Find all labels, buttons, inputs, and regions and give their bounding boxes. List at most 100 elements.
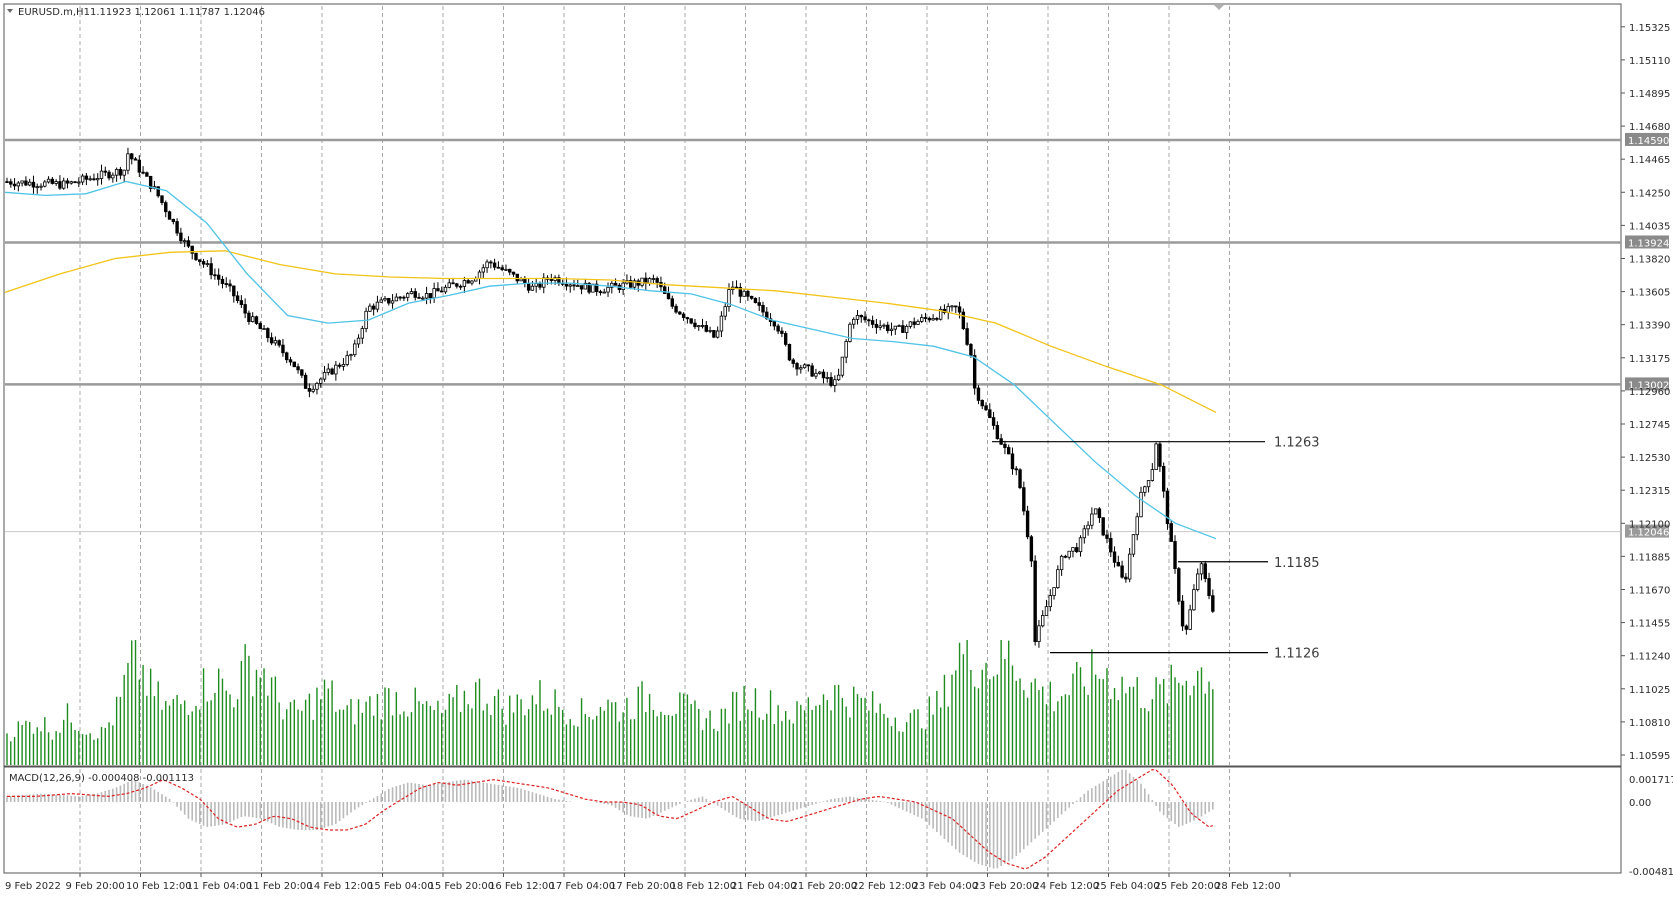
- price-tick-label: 1.14895: [1629, 89, 1670, 100]
- candle-body: [477, 271, 482, 280]
- candle-body: [201, 261, 206, 265]
- candle-body: [818, 371, 822, 374]
- candle-body: [1033, 560, 1037, 642]
- time-tick-label: 17 Feb 20:00: [610, 881, 676, 892]
- candle-body: [398, 296, 402, 299]
- candle-body: [186, 240, 191, 247]
- candle-body: [1203, 563, 1207, 579]
- header-dropdown-icon[interactable]: [7, 9, 13, 13]
- candle-body: [708, 330, 712, 332]
- candle-body: [810, 365, 814, 377]
- chart-symbol: EURUSD.m,H1: [18, 7, 90, 18]
- candle-body: [500, 267, 504, 271]
- candle-body: [285, 352, 289, 361]
- candle-body: [319, 378, 323, 384]
- level-badge-label: 1.13924: [1628, 238, 1669, 249]
- candle-body: [855, 314, 860, 320]
- time-tick-label: 24 Feb 12:00: [1034, 881, 1100, 892]
- candle-body: [424, 293, 429, 299]
- candle-body: [92, 178, 96, 181]
- level-badge-label: 1.14590: [1628, 136, 1669, 147]
- candle-body: [182, 240, 187, 243]
- candle-body: [606, 286, 610, 293]
- candle-body: [96, 178, 100, 181]
- candle-body: [148, 175, 153, 189]
- price-tick-label: 1.12100: [1629, 519, 1670, 530]
- candle-body: [137, 159, 141, 173]
- candle-body: [58, 181, 62, 189]
- price-tick-label: 1.13390: [1629, 321, 1670, 332]
- candle-body: [931, 318, 935, 321]
- candle-body: [462, 280, 467, 287]
- chart-shift-marker-icon[interactable]: [1214, 5, 1224, 10]
- candle-body: [753, 297, 758, 304]
- candle-body: [409, 291, 414, 295]
- candle-body: [247, 312, 251, 322]
- horizontal-levels[interactable]: 1.14590 1.13924 1.13002 1.12046: [5, 132, 1669, 539]
- candle-body: [991, 417, 996, 426]
- candle-body: [799, 367, 803, 370]
- candle-body: [1014, 468, 1018, 471]
- candle-body: [814, 372, 818, 377]
- candle-body: [1105, 534, 1109, 539]
- candle-body: [666, 293, 671, 300]
- candle-body: [190, 245, 194, 254]
- candle-body: [712, 330, 716, 338]
- candle-body: [1063, 555, 1068, 558]
- candle-body: [1093, 508, 1098, 515]
- candle-body: [84, 175, 89, 180]
- price-tick-label: 1.13605: [1629, 288, 1670, 299]
- candle-body: [689, 318, 693, 324]
- candle-body: [141, 171, 145, 174]
- price-tick-label: 1.13820: [1629, 254, 1670, 265]
- candle-body: [307, 388, 312, 392]
- candle-body: [1188, 609, 1192, 630]
- candle-body: [795, 363, 799, 370]
- candle-body: [508, 268, 512, 273]
- candle-body: [216, 274, 221, 280]
- candle-body: [1022, 487, 1026, 512]
- candle-body: [1029, 536, 1034, 562]
- candle-body: [349, 354, 353, 357]
- time-tick-label: 28 Feb 12:00: [1215, 881, 1281, 892]
- candle-body: [693, 322, 697, 328]
- candle-body: [43, 181, 47, 187]
- candle-body: [179, 232, 183, 242]
- price-annotations[interactable]: 1.1263 1.1185 1.1126: [992, 436, 1320, 662]
- price-tick-label: 1.11885: [1629, 552, 1670, 563]
- candle-body: [572, 284, 576, 287]
- candle-body: [961, 311, 966, 330]
- candle-body: [9, 181, 13, 185]
- candle-body: [345, 355, 349, 365]
- level-badge: [1625, 132, 1669, 146]
- time-tick-label: 23 Feb 04:00: [913, 881, 979, 892]
- candle-body: [1120, 565, 1124, 578]
- candle-body: [1056, 569, 1060, 589]
- candle-body: [878, 325, 882, 328]
- price-tick-label: 1.15110: [1629, 56, 1670, 67]
- candle-body: [904, 326, 909, 333]
- price-tick-label: 1.15325: [1629, 23, 1670, 34]
- price-tick-label: 1.11670: [1629, 585, 1670, 596]
- candle-body: [908, 321, 913, 327]
- candle-body: [213, 274, 217, 277]
- candle-body: [1082, 528, 1086, 539]
- candle-body: [103, 170, 107, 173]
- candle-body: [613, 282, 618, 286]
- candle-body: [243, 304, 247, 314]
- macd-tick-label: 0.001717: [1629, 775, 1673, 786]
- candle-body: [829, 377, 833, 386]
- candle-body: [258, 323, 262, 330]
- candle-body: [859, 314, 863, 318]
- candle-body: [111, 174, 115, 179]
- candle-body: [368, 305, 372, 312]
- candle-body: [935, 318, 939, 320]
- candle-body: [1150, 469, 1155, 481]
- candle-body: [421, 297, 425, 300]
- candle-body: [353, 343, 357, 356]
- candle-body: [772, 321, 777, 327]
- candle-body: [383, 297, 387, 301]
- candle-body: [254, 316, 259, 324]
- candle-body: [341, 364, 346, 367]
